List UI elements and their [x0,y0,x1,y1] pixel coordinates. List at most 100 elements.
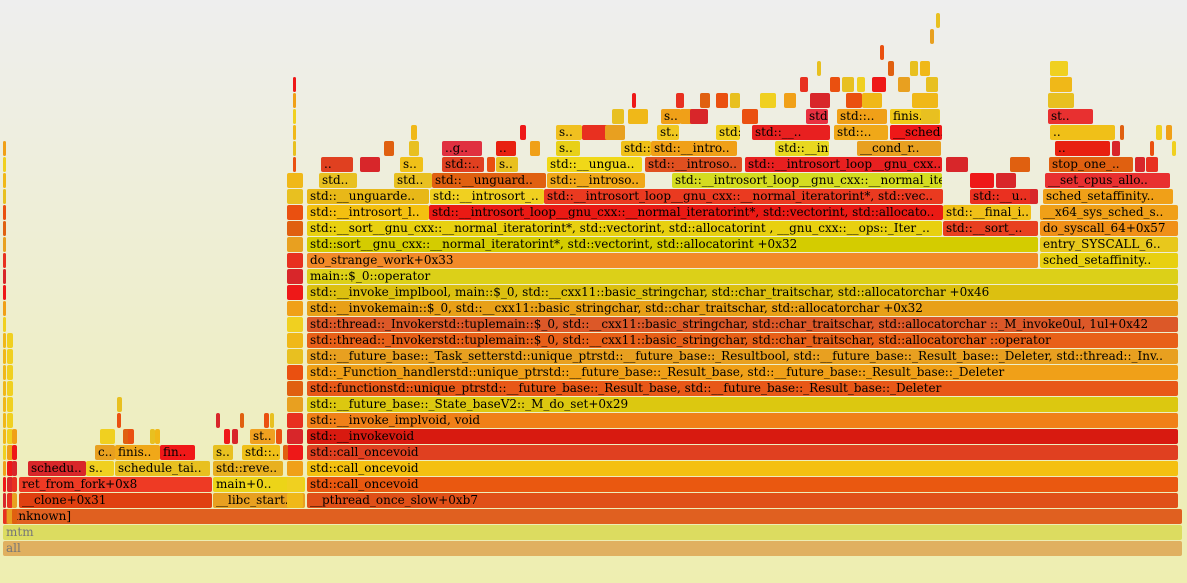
frame-s[interactable]: s.. [213,445,233,460]
frame-s[interactable]: s.. [661,109,681,124]
frame-sliver[interactable] [3,253,6,268]
frame-sched-setaffinity[interactable]: sched_setaffinity.. [1040,253,1178,268]
frame-sliver[interactable] [3,413,6,428]
frame-sliver[interactable] [730,93,740,108]
frame-std-future-base-state-basev2-m-do-set-0x[interactable]: std::__future_base::_State_baseV2::_M_do… [307,397,1178,412]
frame-sliver[interactable] [3,221,6,236]
frame-sliver[interactable] [287,493,303,508]
frame-sliver[interactable] [287,477,303,492]
frame-std-function-handlerstd-unique-ptrstd-fu[interactable]: std::_Function_handlerstd::unique_ptrstd… [307,365,1178,380]
frame-sliver[interactable] [293,77,296,92]
frame-pthread-once-slow-0xb7[interactable]: __pthread_once_slow+0xb7 [307,493,1178,508]
frame-sliver[interactable] [996,173,1016,188]
frame-std-ungua[interactable]: std::__ungua.. [547,157,642,172]
frame-sliver[interactable] [3,445,6,460]
frame-std-sort-gnu-cxx-normal-iteratorint-std-[interactable]: std::__sort__gnu_cxx::__normal_iteratori… [307,221,942,236]
frame-sliver[interactable] [3,461,6,476]
frame-set-cpus-allo[interactable]: __set_cpus_allo.. [1045,173,1170,188]
frame-sliver[interactable] [1030,189,1038,204]
frame-sliver[interactable] [287,189,303,204]
frame-sliver[interactable] [742,109,758,124]
frame-sliver[interactable] [287,397,303,412]
frame-sliver[interactable] [605,125,625,140]
frame-sliver[interactable] [287,301,303,316]
frame-sliver[interactable] [287,333,303,348]
frame-sliver[interactable] [3,349,6,364]
frame-sliver[interactable] [12,461,17,476]
frame-sliver[interactable] [12,445,17,460]
frame-sliver[interactable] [7,365,13,380]
frame-do-strange-work-0x33[interactable]: do_strange_work+0x33 [307,253,1038,268]
frame-s[interactable]: s.. [496,157,518,172]
frame-sliver[interactable] [293,125,296,140]
frame-sliver[interactable] [216,413,220,428]
frame-sliver[interactable] [270,413,274,428]
frame-sliver[interactable] [287,365,303,380]
frame-sliver[interactable] [970,173,994,188]
frame-sliver[interactable] [240,413,244,428]
frame-std-call-oncevoid[interactable]: std::call_oncevoid [307,477,1178,492]
frame-sliver[interactable] [283,445,288,460]
frame-sliver[interactable] [7,509,13,524]
frame-sliver[interactable] [7,445,13,460]
frame-schedule-tai[interactable]: schedule_tai.. [115,461,210,476]
frame-sliver[interactable] [264,413,269,428]
frame-sliver[interactable] [921,109,939,124]
frame-std-call-oncevoid[interactable]: std::call_oncevoid [307,445,1178,460]
frame-sliver[interactable] [872,77,886,92]
frame-std-ungua[interactable]: std::__ungua.. [621,141,651,156]
frame-g[interactable]: ..g.. [442,141,482,156]
frame-sliver[interactable] [12,509,17,524]
frame-st[interactable]: st.. [657,125,679,140]
frame-sliver[interactable] [287,173,303,188]
frame-sliver[interactable] [287,317,303,332]
frame-sliver[interactable] [912,93,938,108]
frame-clone-0x31[interactable]: __clone+0x31 [19,493,212,508]
frame-sliver[interactable] [1112,141,1120,156]
frame-sliver[interactable] [520,125,526,140]
frame-s[interactable]: s.. [86,461,114,476]
frame-std-introsort-loop-gnu-cxx-normal-itera[interactable]: std::__introsort_loop__gnu_cxx::__normal… [672,173,942,188]
frame-sliver[interactable] [287,461,303,476]
frame-main-0[interactable]: main+0.. [213,477,305,492]
frame-std-future-base-task-setterstd-unique-pt[interactable]: std::__future_base::_Task_setterstd::uni… [307,349,1178,364]
frame-sliver[interactable] [117,413,121,428]
frame-sliver[interactable] [287,237,303,252]
frame-sliver[interactable] [7,333,13,348]
frame-sliver[interactable] [12,429,17,444]
frame-std[interactable]: std::__.. [752,125,830,140]
frame-frame[interactable]: .. [496,141,516,156]
frame-sliver[interactable] [409,141,419,156]
frame-sliver[interactable] [7,381,13,396]
frame-sliver[interactable] [628,109,648,124]
frame-sliver[interactable] [1010,157,1030,172]
frame-sliver[interactable] [287,413,303,428]
frame-sched-setaffinity[interactable]: sched_setaffinity.. [1043,189,1173,204]
frame-sliver[interactable] [7,429,13,444]
frame-stop-one[interactable]: stop_one_.. [1049,157,1133,172]
frame-sliver[interactable] [1135,157,1145,172]
frame-sliver[interactable] [1156,125,1162,140]
frame-sliver[interactable] [676,93,684,108]
frame-sliver[interactable] [12,493,17,508]
frame-sliver[interactable] [3,189,6,204]
frame-sliver[interactable] [287,285,303,300]
frame-c[interactable]: c.. [95,445,115,460]
frame-sliver[interactable] [360,157,380,172]
frame-do-syscall-64-0x57[interactable]: do_syscall_64+0x57 [1040,221,1178,236]
frame-sliver[interactable] [1050,77,1072,92]
frame-frame[interactable]: .. [321,157,353,172]
frame-sliver[interactable] [224,429,230,444]
frame-sliver[interactable] [1166,125,1172,140]
frame-sliver[interactable] [888,61,894,76]
frame-sliver[interactable] [690,109,708,124]
frame-std-unguarde[interactable]: std::__unguarde.. [307,189,429,204]
frame-std-invoke-implvoid-void[interactable]: std::__invoke_implvoid, void [307,413,1178,428]
frame-fin[interactable]: fin.. [160,445,195,460]
frame-sliver[interactable] [7,349,13,364]
frame-sliver[interactable] [287,349,303,364]
frame-sliver[interactable] [7,493,13,508]
frame-std[interactable]: std::.. [242,445,280,460]
frame-sliver[interactable] [293,109,296,124]
frame-sliver[interactable] [612,109,624,124]
